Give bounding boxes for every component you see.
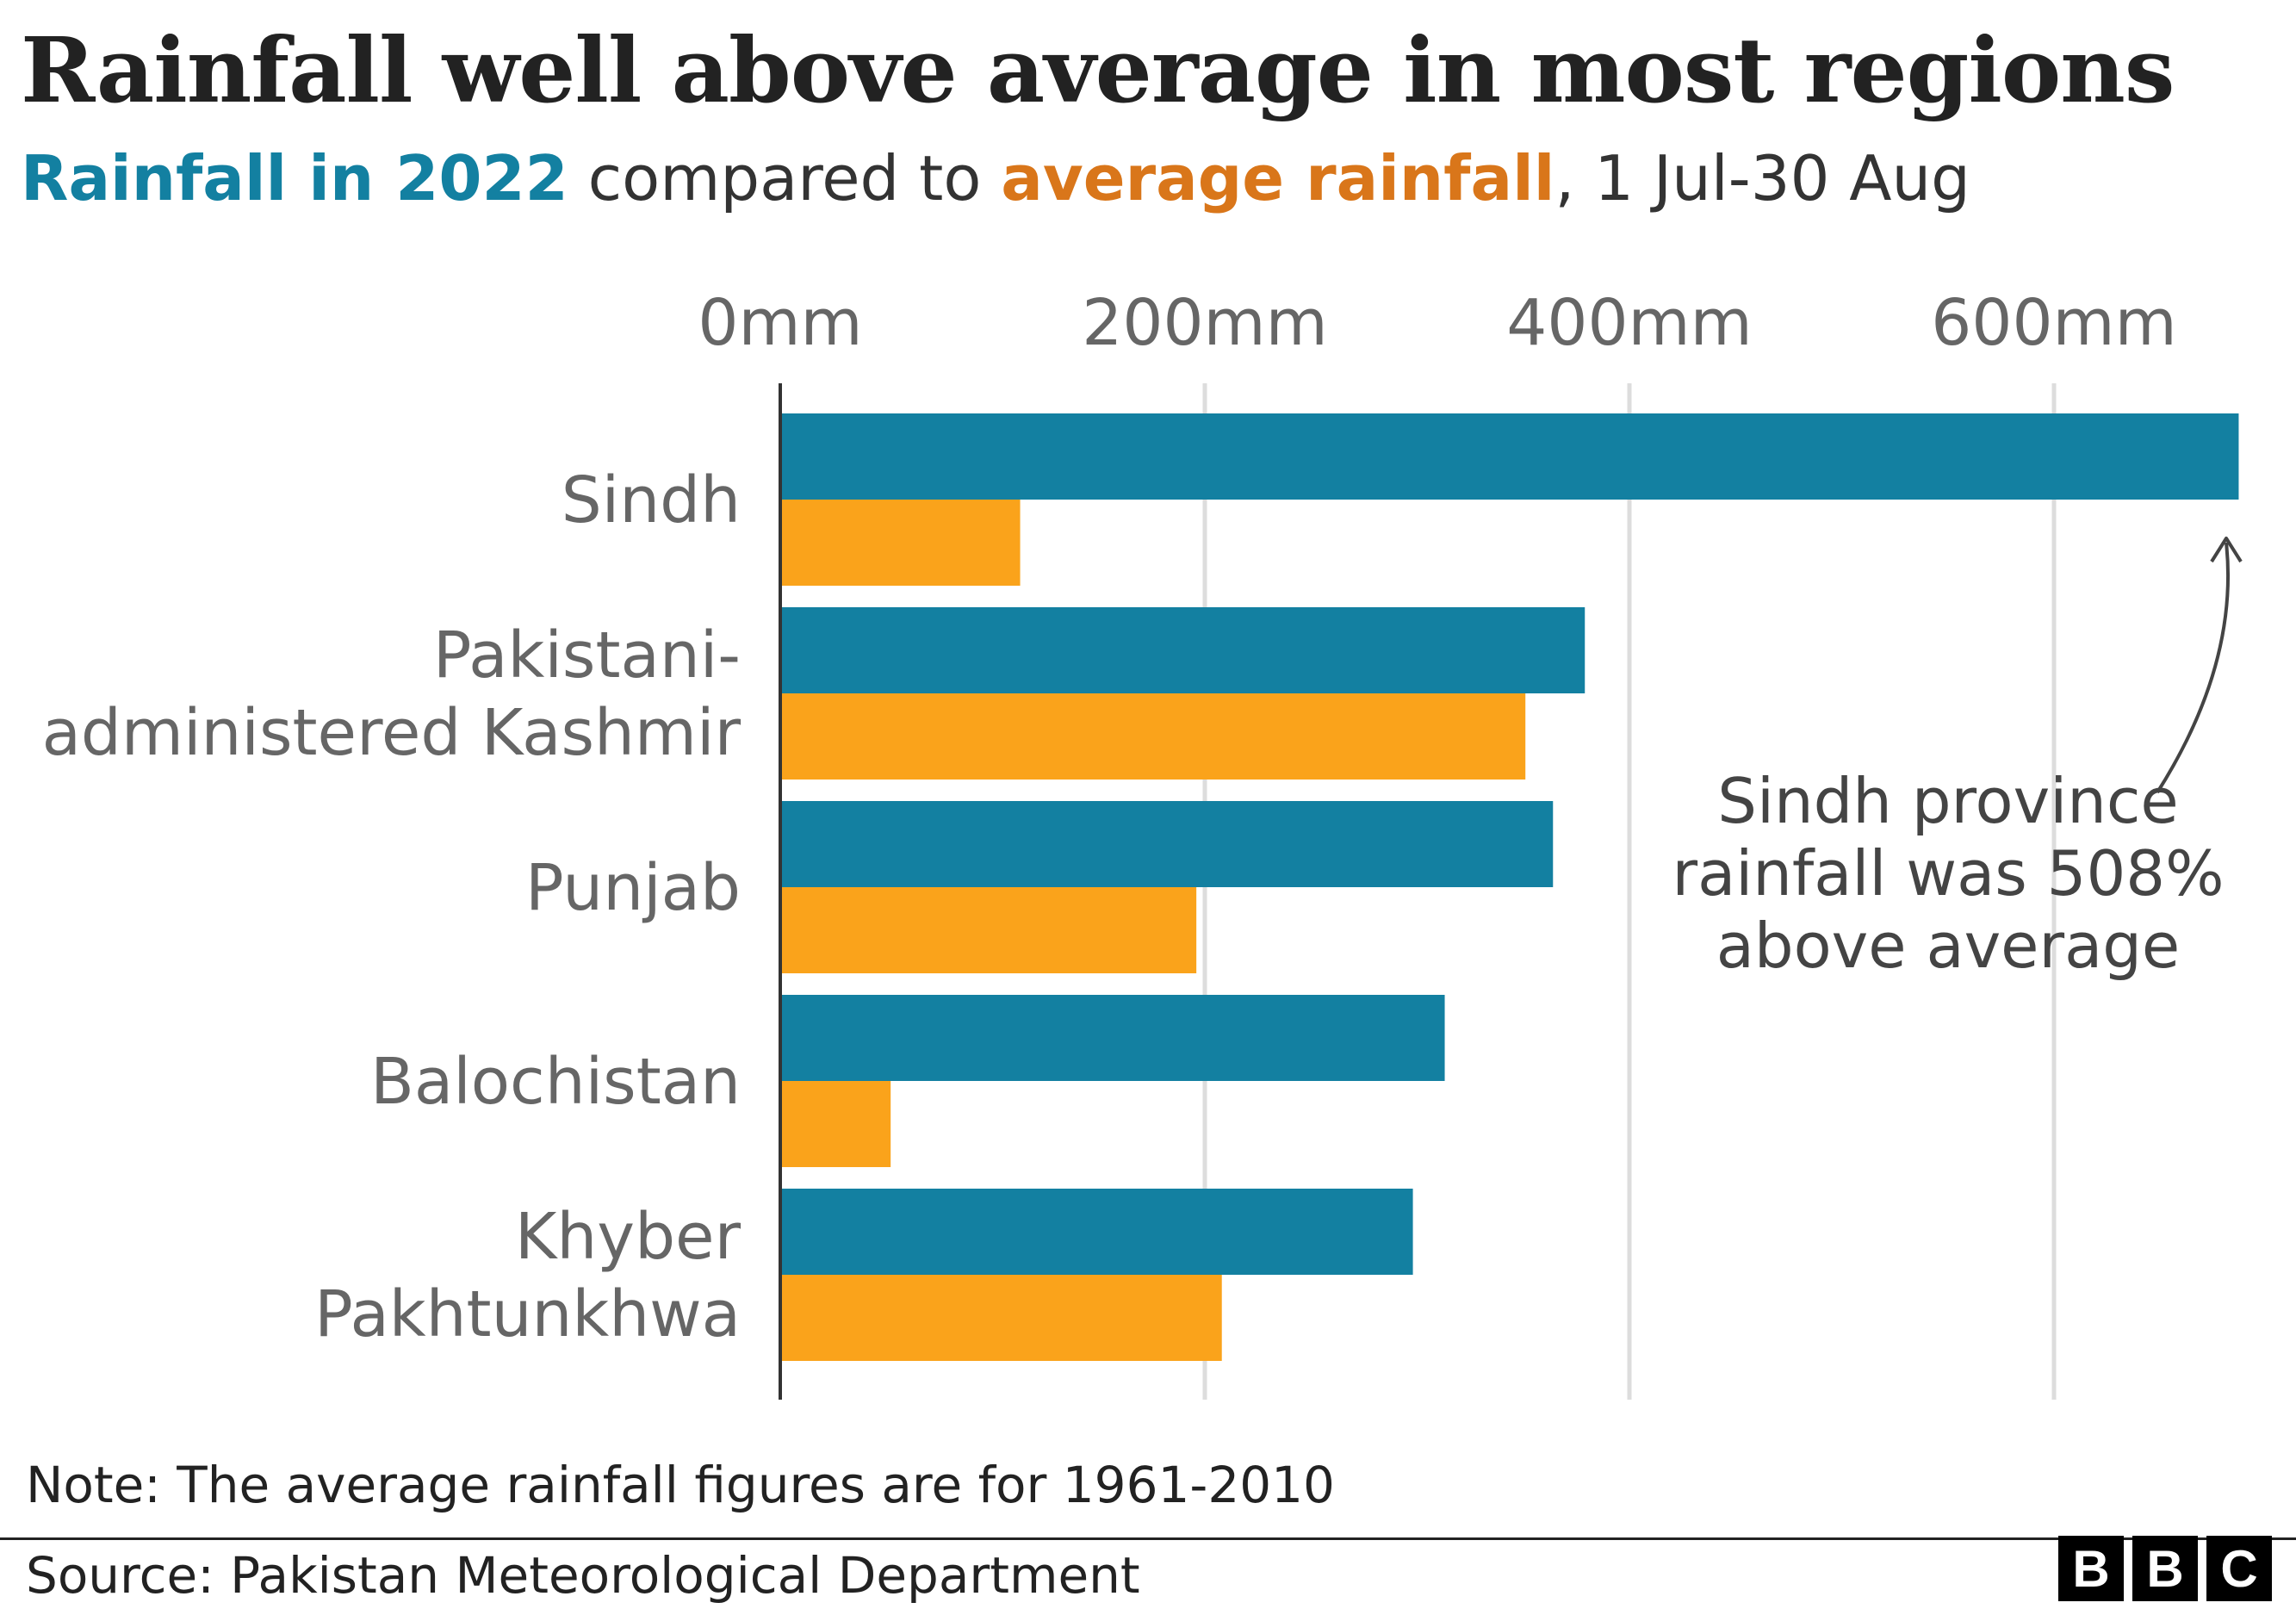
annotation-arrowhead xyxy=(2210,537,2243,563)
x-tick-label: 600mm xyxy=(1931,286,2176,360)
bar-average xyxy=(780,1081,891,1167)
bar-2022 xyxy=(780,995,1445,1081)
category-label: Khyber Pakhtunkhwa xyxy=(314,1200,741,1351)
annotation-arrow xyxy=(2156,542,2230,794)
logo-letter: C xyxy=(2206,1536,2272,1601)
bar-2022 xyxy=(780,607,1585,693)
x-tick-label: 200mm xyxy=(1082,286,1327,360)
bar-2022 xyxy=(780,413,2239,500)
logo-letter: B xyxy=(2058,1536,2124,1601)
footer-divider xyxy=(0,1537,2296,1540)
bar-average xyxy=(780,693,1526,780)
chart-note: Note: The average rainfall figures are f… xyxy=(26,1456,1335,1514)
chart-title: Rainfall well above average in most regi… xyxy=(21,17,2175,123)
category-label: Balochistan xyxy=(370,1045,741,1119)
x-tick-label: 0mm xyxy=(698,286,862,360)
bar-2022 xyxy=(780,1189,1413,1275)
x-tick-label: 400mm xyxy=(1506,286,1752,360)
subtitle-connector: compared to xyxy=(568,142,1002,214)
bar-average xyxy=(780,887,1197,973)
bar-chart: 0mm 200mm 400mm 600mm Sindh Pakistani-adminis… xyxy=(42,286,2243,1400)
bar-2022 xyxy=(780,801,1554,887)
chart-source: Source: Pakistan Meteorological Departme… xyxy=(26,1546,1140,1605)
annotation-text: Sindh province rainfall was 508% above ave… xyxy=(1672,765,2225,982)
subtitle-date-range: , 1 Jul-30 Aug xyxy=(1554,142,1970,214)
subtitle-series-average: average rainfall xyxy=(1001,142,1555,214)
logo-letter: B xyxy=(2132,1536,2198,1601)
category-label: Pakistani-administered Kashmir xyxy=(42,618,742,770)
category-label: Punjab xyxy=(525,851,741,925)
bbc-logo: B B C xyxy=(2058,1536,2272,1601)
category-label: Sindh xyxy=(562,463,741,537)
bar-average xyxy=(780,500,1021,586)
subtitle-series-2022: Rainfall in 2022 xyxy=(21,142,568,214)
chart-subtitle: Rainfall in 2022 compared to average rai… xyxy=(21,142,1970,214)
bar-average xyxy=(780,1275,1222,1361)
